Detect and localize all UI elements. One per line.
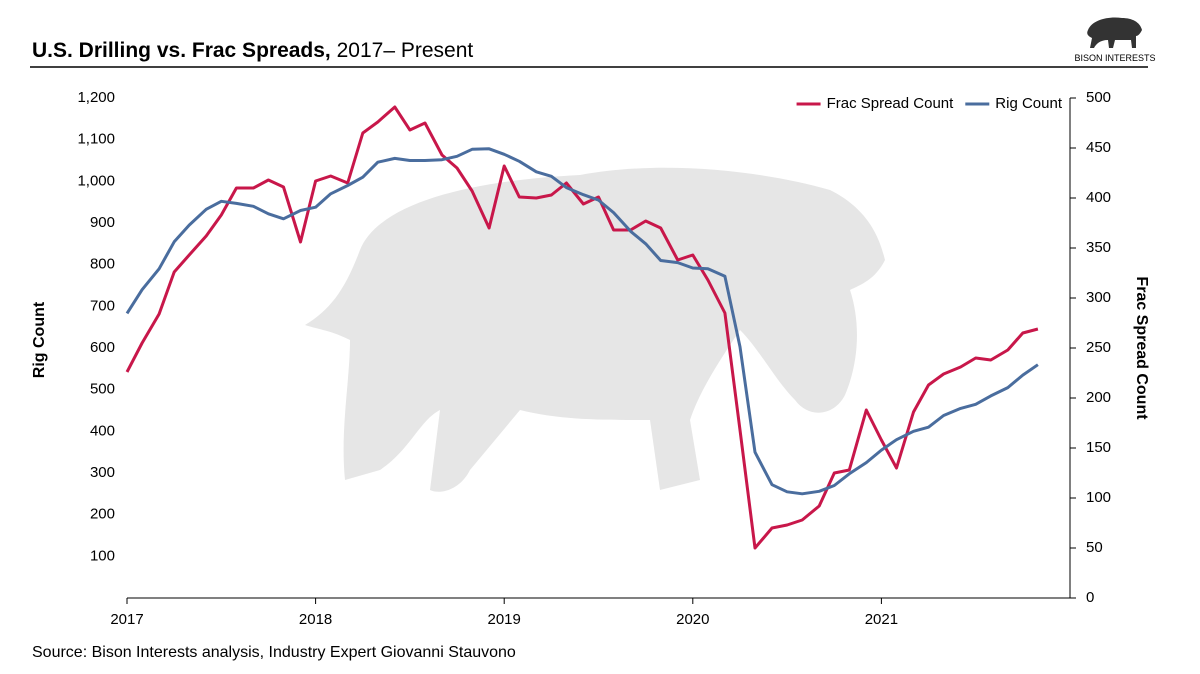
title-suffix: 2017– Present — [337, 39, 474, 62]
x-tick-label: 2020 — [676, 611, 709, 628]
y-tick-label: 100 — [90, 547, 115, 564]
y2-tick-label: 50 — [1086, 539, 1103, 556]
series-line — [125, 105, 1039, 550]
y-axis-label: Rig Count — [31, 301, 48, 378]
legend-label: Frac Spread Count — [827, 95, 955, 112]
brand: BISON INTERESTS — [1074, 53, 1155, 63]
y2-axis-label: Frac Spread Count — [1133, 276, 1150, 420]
y2-tick-label: 450 — [1086, 139, 1111, 156]
y-tick-label: 800 — [90, 256, 115, 273]
series-line — [125, 147, 1039, 496]
logo-icon — [1087, 17, 1142, 48]
x-tick-label: 2021 — [865, 611, 898, 628]
y-tick-label: 400 — [90, 422, 115, 439]
y-tick-label: 300 — [90, 464, 115, 481]
y2-tick-label: 200 — [1086, 389, 1111, 406]
x-tick-label: 2019 — [488, 611, 521, 628]
title-main: U.S. Drilling vs. Frac Spreads, — [32, 39, 331, 62]
legend-label: Rig Count — [995, 95, 1063, 112]
y-tick-label: 500 — [90, 381, 115, 398]
y2-tick-label: 0 — [1086, 589, 1094, 606]
y-tick-label: 700 — [90, 297, 115, 314]
x-tick-label: 2017 — [110, 611, 143, 628]
y-tick-label: 1,000 — [77, 172, 115, 189]
y2-tick-label: 500 — [1086, 89, 1111, 106]
chart-title: U.S. Drilling vs. Frac Spreads, 2017– Pr… — [32, 39, 473, 62]
y-tick-label: 900 — [90, 214, 115, 231]
y2-tick-label: 300 — [1086, 289, 1111, 306]
y2-tick-label: 150 — [1086, 439, 1111, 456]
source: Source: Bison Interests analysis, Indust… — [32, 644, 516, 661]
watermark — [305, 167, 885, 492]
x-tick-label: 2018 — [299, 611, 332, 628]
y-tick-label: 1,200 — [77, 89, 115, 106]
y-tick-label: 1,100 — [77, 131, 115, 148]
y2-tick-label: 350 — [1086, 239, 1111, 256]
y-tick-label: 600 — [90, 339, 115, 356]
y2-tick-label: 100 — [1086, 489, 1111, 506]
y2-tick-label: 400 — [1086, 189, 1111, 206]
y2-tick-label: 250 — [1086, 339, 1111, 356]
y-tick-label: 200 — [90, 506, 115, 523]
